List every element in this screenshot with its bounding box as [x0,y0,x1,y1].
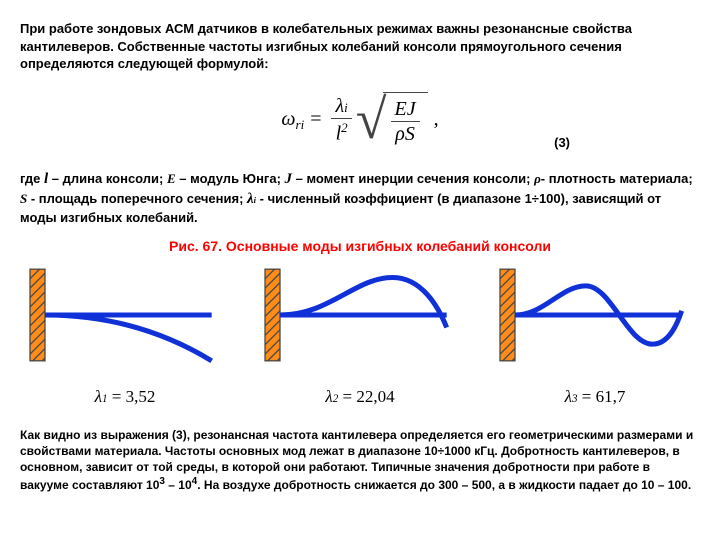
conclusion-paragraph: Как видно из выражения (3), резонансная … [20,427,700,494]
omega: ω [281,106,295,133]
equals: = [310,106,321,133]
mode-diagram-2 [255,265,465,365]
comma: , [434,106,439,133]
mode-column-3: λ3 = 61,7 [490,265,700,408]
lambda-value-1: λ1 = 3,52 [20,386,230,409]
mode-diagram-3 [490,265,700,365]
sqrt: √ EJ ρS [356,92,428,148]
formula: ω ri = λi l2 √ EJ ρS , [281,92,438,148]
equation-number: (3) [554,134,570,152]
mode-column-1: λ1 = 3,52 [20,265,230,408]
formula-row: ω ri = λi l2 √ EJ ρS , (3) [20,83,700,157]
figure-caption: Рис. 67. Основные моды изгибных колебани… [20,237,700,256]
intro-paragraph: При работе зондовых АСМ датчиков в колеб… [20,20,700,73]
lambda-value-2: λ2 = 22,04 [255,386,465,409]
mode-column-2: λ2 = 22,04 [255,265,465,408]
frac-lambda: λi l2 [331,94,351,146]
mode-diagram-1 [20,265,230,365]
modes-row: λ1 = 3,52 λ2 = 22,04 λ3 = 61,7 [20,265,700,408]
definitions-paragraph: где l – длина консоли; E – модуль Юнга; … [20,169,700,227]
lambda-value-3: λ3 = 61,7 [490,386,700,409]
omega-sub: ri [296,116,305,134]
